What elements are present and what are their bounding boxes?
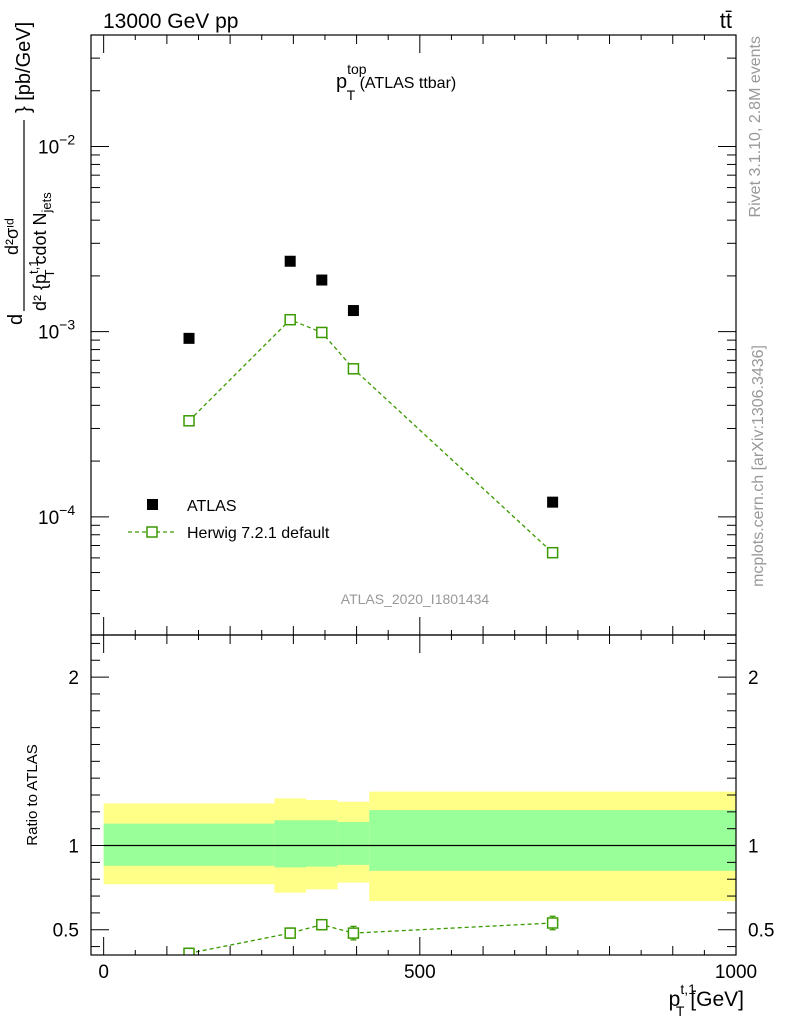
uncertainty-band-inner [103, 823, 275, 866]
herwig-point [284, 313, 296, 326]
main-ylabel: d d²σᶦᵈ d² {pt,1T cdot Njets } [pb/GeV] [2, 22, 57, 325]
ratio-ytick-label-right: 2 [748, 668, 759, 689]
ylabel-denominator: d² {pt,1T cdot Njets [26, 192, 57, 311]
herwig-point [347, 363, 360, 375]
herwig-line [188, 318, 554, 554]
xtick-label: 1000 [715, 962, 757, 983]
ratio-herwig-point [284, 927, 296, 939]
herwig-point [546, 546, 559, 559]
atlas-point [183, 332, 195, 344]
legend-atlas-marker [147, 499, 158, 510]
ratio-ytick-label: 0.5 [53, 921, 79, 942]
uncertainty-band-inner [369, 810, 736, 871]
ratio-herwig-point [347, 927, 360, 939]
ylabel-d: d [5, 314, 27, 325]
legend-atlas-label: ATLAS [187, 498, 237, 515]
atlas-point [316, 274, 328, 286]
uncertainty-band-inner [337, 821, 370, 865]
ratio-axis-ticks: 0.5 0.5 1 1 2 2 0 500 1000 [53, 635, 774, 983]
ylabel-units: } [pb/GeV] [13, 22, 35, 113]
ratio-herwig-point [316, 918, 328, 931]
ylabel-numerator: d²σᶦᵈ [2, 218, 22, 255]
main-axis-ticks: 10−4 10−3 10−2 [38, 34, 737, 635]
herwig-point [316, 326, 328, 339]
atlas-point [284, 255, 296, 267]
legend: ATLAS Herwig 7.2.1 default [128, 498, 330, 542]
analysis-id-label: ATLAS_2020_I1801434 [341, 591, 490, 607]
ratio-ytick-label-right: 1 [748, 837, 759, 858]
ratio-herwig-point [183, 947, 195, 955]
atlas-point [547, 496, 559, 508]
herwig-point [183, 415, 195, 427]
uncertainty-band-inner [274, 820, 306, 868]
ratio-herwig-point [546, 917, 559, 929]
atlas-point [347, 305, 359, 317]
main-ytick-label: 10−3 [38, 317, 75, 344]
uncertainty-band-inner [306, 820, 338, 867]
rivet-version-label: Rivet 3.1.10, 2.8M events [747, 36, 764, 217]
main-ytick-label: 10−2 [38, 131, 75, 158]
ratio-plot-area [103, 791, 736, 955]
xtick-label: 0 [98, 962, 109, 983]
ratio-ytick-label: 1 [68, 837, 79, 858]
mcplots-label: mcplots.cern.ch [arXiv:1306.3436] [750, 345, 767, 587]
ratio-ytick-label: 2 [68, 668, 79, 689]
main-plot-area [183, 255, 559, 559]
xtick-label: 500 [404, 962, 436, 983]
legend-herwig-marker [146, 526, 158, 538]
xlabel: pt,1 T [GeV] [669, 981, 744, 1019]
legend-herwig-label: Herwig 7.2.1 default [187, 525, 330, 542]
process-label: tt̄ [720, 8, 732, 33]
energy-label: 13000 GeV pp [103, 10, 238, 33]
plot-title: ptop T (ATLAS ttbar) [336, 61, 456, 103]
main-ytick-label: 10−4 [38, 502, 75, 529]
ratio-ylabel: Ratio to ATLAS [24, 744, 41, 845]
ratio-herwig-line [188, 922, 553, 954]
ratio-ytick-label-right: 0.5 [748, 921, 774, 942]
